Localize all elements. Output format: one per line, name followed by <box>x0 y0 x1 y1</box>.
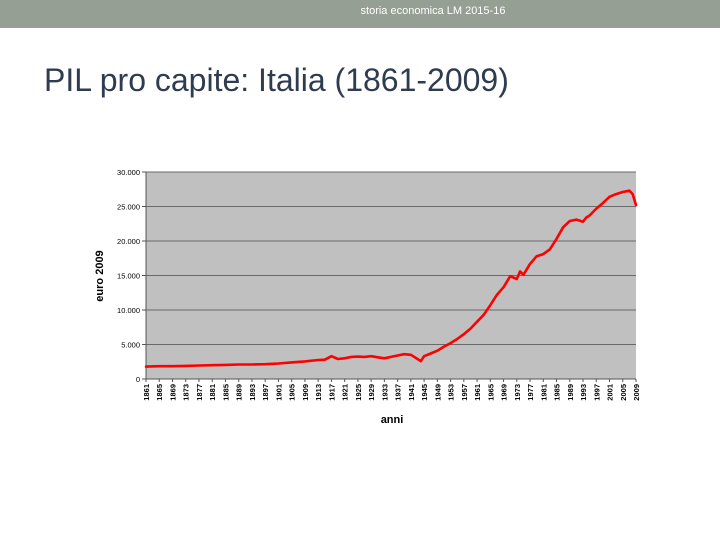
x-tick-label: 1961 <box>473 384 482 401</box>
x-tick-label: 1881 <box>208 384 217 401</box>
x-tick-label: 1861 <box>142 384 151 401</box>
x-tick-label: 1957 <box>460 384 469 401</box>
x-tick-label: 1989 <box>566 384 575 401</box>
y-axis-label: euro 2009 <box>94 250 106 301</box>
y-tick-label: 15.000 <box>117 272 140 281</box>
x-tick-label: 1885 <box>221 384 230 401</box>
x-tick-label: 1937 <box>394 384 403 401</box>
x-tick-label: 1997 <box>592 384 601 401</box>
x-tick-label: 2009 <box>632 384 641 401</box>
header-bar: storia economica LM 2015-16 <box>0 0 720 28</box>
x-tick-label: 1941 <box>407 384 416 401</box>
y-tick-label: 5.000 <box>121 341 140 350</box>
x-tick-label: 1869 <box>168 384 177 401</box>
x-tick-label: 1909 <box>301 384 310 401</box>
x-tick-label: 1913 <box>314 384 323 401</box>
y-tick-label: 10.000 <box>117 306 140 315</box>
x-tick-label: 2005 <box>619 384 628 401</box>
x-tick-label: 1873 <box>182 384 191 401</box>
x-tick-label: 1889 <box>235 384 244 401</box>
x-tick-label: 1917 <box>327 384 336 401</box>
x-axis-label: anni <box>381 414 404 426</box>
x-tick-label: 1949 <box>433 384 442 401</box>
x-tick-label: 1893 <box>248 384 257 401</box>
x-tick-label: 1929 <box>367 384 376 401</box>
x-tick-label: 1933 <box>380 384 389 401</box>
y-tick-label: 25.000 <box>117 203 140 212</box>
x-tick-label: 1965 <box>486 384 495 401</box>
x-tick-label: 1969 <box>500 384 509 401</box>
x-tick-label: 1897 <box>261 384 270 401</box>
gdp-line-chart: euro 2009 anni 0 5.000 10.000 15.000 20.000 2… <box>94 168 641 426</box>
x-tick-label: 1973 <box>513 384 522 401</box>
y-tick-label: 30.000 <box>117 168 140 177</box>
x-tick-label: 2001 <box>606 384 615 401</box>
x-tick-label: 1981 <box>539 384 548 401</box>
x-tick-label: 1925 <box>354 384 363 401</box>
header-text: storia economica LM 2015-16 <box>360 5 506 17</box>
x-tick-label: 1865 <box>155 384 164 401</box>
y-tick-label: 0 <box>136 375 140 384</box>
x-tick-label: 1993 <box>579 384 588 401</box>
series-line <box>144 189 638 368</box>
x-tick-label: 1921 <box>341 384 350 401</box>
x-tick-label: 1985 <box>553 384 562 401</box>
x-tick-label: 1905 <box>288 384 297 401</box>
x-tick-label: 1977 <box>526 384 535 401</box>
slide-title: PIL pro capite: Italia (1861-2009) <box>44 62 509 98</box>
x-tick-label: 1945 <box>420 384 429 401</box>
x-tick-label: 1877 <box>195 384 204 401</box>
x-tick-label: 1953 <box>447 384 456 401</box>
y-tick-label: 20.000 <box>117 237 140 246</box>
x-tick-label: 1901 <box>274 384 283 401</box>
